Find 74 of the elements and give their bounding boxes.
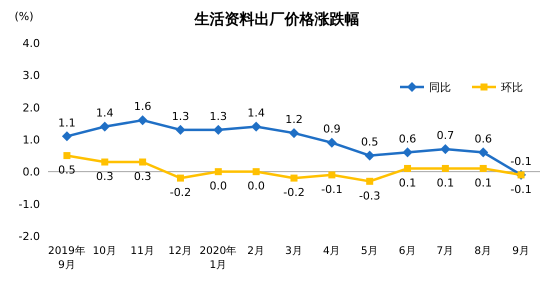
data-label: 1.3 xyxy=(172,110,190,123)
data-label: 0.1 xyxy=(398,176,416,190)
x-tick-label: 6月 xyxy=(398,245,416,257)
data-label: -0.1 xyxy=(321,182,343,196)
point xyxy=(101,158,108,166)
point xyxy=(440,144,450,154)
point xyxy=(290,174,298,182)
point xyxy=(176,174,184,182)
data-label: 0.5 xyxy=(58,164,76,177)
point xyxy=(138,115,148,126)
data-label: 1.4 xyxy=(96,106,114,120)
x-tick-label: 2020年 1月 xyxy=(199,245,238,271)
y-tick-label: -1.0 xyxy=(18,198,40,211)
data-label: -0.2 xyxy=(170,186,192,200)
point xyxy=(478,147,488,158)
data-label: -0.3 xyxy=(358,189,380,202)
y-axis-title: (%) xyxy=(14,10,34,23)
y-tick-label: 3.0 xyxy=(22,69,40,82)
point xyxy=(62,131,72,142)
point xyxy=(364,150,375,161)
data-label: 0.9 xyxy=(323,122,341,136)
chart-title: 生活资料出厂价格涨跌幅 xyxy=(194,10,360,28)
data-label: 1.6 xyxy=(134,100,152,114)
point xyxy=(326,138,337,148)
data-label: 0.0 xyxy=(247,180,265,193)
point xyxy=(366,178,374,185)
x-tick-label: 8月 xyxy=(474,245,492,257)
data-label: 1.3 xyxy=(210,110,228,123)
x-tick-label: 10月 xyxy=(92,245,117,257)
data-label: 1.4 xyxy=(247,106,265,120)
data-label: 0.5 xyxy=(360,136,378,149)
y-tick-label: 0.0 xyxy=(22,166,40,179)
point xyxy=(214,168,222,176)
point xyxy=(175,124,186,135)
y-tick-label: 2.0 xyxy=(22,101,40,114)
data-label: 0.7 xyxy=(436,129,454,142)
point xyxy=(404,164,412,172)
data-label: -0.1 xyxy=(510,154,532,168)
x-tick-label: 9月 xyxy=(512,245,530,257)
x-tick-label: 2019年 9月 xyxy=(48,245,86,271)
point xyxy=(328,171,336,178)
data-label: -0.1 xyxy=(510,182,532,196)
x-tick-label: 7月 xyxy=(436,245,454,257)
point xyxy=(213,124,224,135)
x-tick-label: 3月 xyxy=(285,245,303,257)
x-tick-label: 2月 xyxy=(247,245,265,257)
x-tick-label: 11月 xyxy=(130,245,155,257)
point xyxy=(402,147,413,158)
data-label: 0.3 xyxy=(96,170,114,184)
data-label: 1.1 xyxy=(58,116,76,130)
y-tick-label: -2.0 xyxy=(18,230,40,243)
x-tick-label: 5月 xyxy=(360,245,379,257)
x-tick-label: 12月 xyxy=(168,245,193,257)
data-label: 0.0 xyxy=(210,180,228,193)
point xyxy=(63,152,70,160)
point xyxy=(289,128,299,138)
x-tick-label: 4月 xyxy=(323,245,341,257)
point xyxy=(139,158,146,166)
point xyxy=(442,164,449,172)
data-label: 0.6 xyxy=(398,132,416,146)
point xyxy=(252,168,260,176)
point xyxy=(480,164,487,172)
point xyxy=(100,122,110,132)
y-tick-label: 1.0 xyxy=(22,134,40,146)
legend-label: 同比 xyxy=(429,81,451,94)
data-label: -0.2 xyxy=(283,186,305,200)
data-label: 1.2 xyxy=(285,113,303,126)
point xyxy=(251,122,262,132)
data-label: 0.6 xyxy=(474,132,492,146)
data-label: 0.1 xyxy=(474,176,492,190)
legend-label: 环比 xyxy=(501,81,523,94)
data-label: 0.1 xyxy=(436,176,454,190)
y-tick-label: 4.0 xyxy=(22,37,40,50)
data-label: 0.3 xyxy=(134,170,152,184)
